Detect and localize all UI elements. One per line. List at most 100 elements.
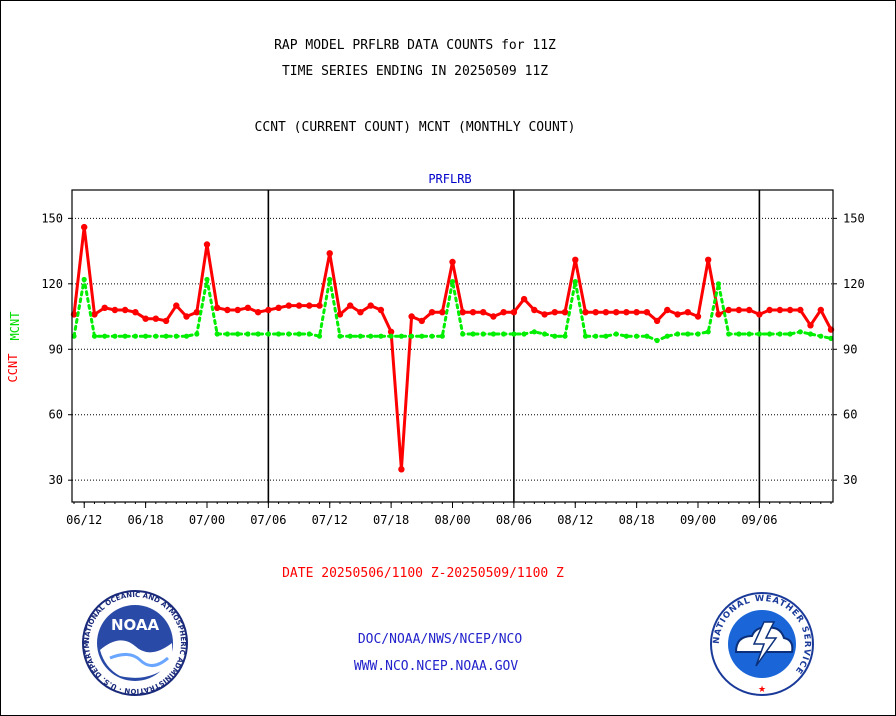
- x-tick-label: 06/18: [128, 513, 164, 527]
- data-point-ccnt: [807, 322, 814, 329]
- data-point-mcnt: [153, 333, 159, 339]
- data-point-mcnt: [265, 331, 271, 337]
- data-point-mcnt: [419, 333, 425, 339]
- data-point-ccnt: [265, 306, 272, 314]
- data-point-ccnt: [653, 317, 661, 325]
- data-point-mcnt: [102, 333, 108, 339]
- data-point-mcnt: [306, 331, 312, 337]
- data-point-mcnt: [634, 333, 640, 339]
- data-point-ccnt: [224, 306, 231, 314]
- data-point-ccnt: [715, 311, 722, 318]
- data-point-ccnt: [183, 313, 190, 320]
- data-point-ccnt: [132, 309, 139, 316]
- data-point-ccnt: [705, 256, 712, 263]
- plot-border: [71, 189, 834, 503]
- data-point-mcnt: [726, 331, 732, 337]
- noaa-logo: NATIONAL OCEANIC AND ATMOSPHERIC ADMINIS…: [80, 588, 188, 696]
- data-point-ccnt: [797, 306, 804, 314]
- data-point-ccnt: [336, 311, 344, 318]
- data-point-ccnt: [306, 302, 313, 309]
- data-point-ccnt: [735, 306, 743, 314]
- data-point-mcnt: [593, 333, 599, 339]
- data-point-mcnt: [91, 333, 98, 339]
- data-point-ccnt: [111, 306, 119, 314]
- data-point-mcnt: [112, 333, 118, 339]
- data-point-ccnt: [500, 309, 507, 316]
- data-point-mcnt: [163, 333, 169, 339]
- data-point-mcnt: [81, 276, 87, 283]
- x-tick-label: 07/06: [250, 513, 286, 527]
- data-point-ccnt: [633, 309, 640, 316]
- x-tick-label: 07/18: [373, 513, 409, 527]
- data-point-ccnt: [602, 309, 610, 316]
- data-point-mcnt: [572, 279, 578, 285]
- data-point-mcnt: [736, 331, 742, 337]
- data-point-mcnt: [194, 331, 200, 337]
- data-point-mcnt: [183, 333, 190, 339]
- day-dividers: [267, 190, 761, 502]
- data-point-mcnt: [214, 331, 220, 337]
- data-point-ccnt: [91, 311, 98, 318]
- data-point-ccnt: [520, 295, 528, 303]
- data-point-mcnt: [552, 333, 558, 339]
- data-point-ccnt: [582, 309, 589, 316]
- y-tick-label-right: 120: [843, 277, 865, 291]
- data-point-mcnt: [828, 335, 834, 341]
- data-point-ccnt: [572, 256, 579, 263]
- y-tick-label-left: 60: [49, 408, 63, 422]
- data-point-ccnt: [377, 306, 385, 314]
- gridlines: [72, 217, 833, 481]
- data-point-ccnt: [459, 309, 466, 316]
- data-point-ccnt: [664, 306, 671, 314]
- data-point-ccnt: [531, 306, 538, 314]
- data-point-mcnt: [470, 331, 476, 337]
- data-point-ccnt: [101, 304, 108, 311]
- data-point-mcnt: [664, 333, 670, 339]
- data-point-mcnt: [71, 333, 77, 339]
- data-point-ccnt: [490, 313, 497, 320]
- data-point-ccnt: [142, 315, 149, 322]
- x-tick-label: 09/06: [741, 513, 777, 527]
- chart-title-line1: RAP MODEL PRFLRB DATA COUNTS for 11Z: [274, 38, 556, 53]
- data-point-mcnt: [337, 333, 343, 339]
- data-point-mcnt: [132, 333, 138, 339]
- data-point-mcnt: [316, 333, 323, 339]
- y-tick-label-right: 150: [843, 211, 865, 225]
- data-point-mcnt: [531, 329, 537, 335]
- data-point-mcnt: [501, 331, 507, 337]
- data-point-mcnt: [327, 276, 333, 283]
- data-point-mcnt: [675, 331, 681, 337]
- data-point-mcnt: [490, 331, 496, 337]
- y-tick-label-left: 150: [41, 211, 63, 225]
- data-point-ccnt: [275, 304, 282, 311]
- data-point-mcnt: [756, 331, 763, 337]
- data-point-ccnt: [347, 302, 354, 309]
- data-point-ccnt: [173, 302, 180, 309]
- data-point-ccnt: [551, 309, 558, 316]
- data-point-ccnt: [694, 313, 702, 320]
- data-point-mcnt: [695, 331, 701, 337]
- x-tick-label: 07/12: [312, 513, 348, 527]
- data-point-mcnt: [777, 331, 783, 337]
- footer-date-range: DATE 20250506/1100 Z-20250509/1100 Z: [282, 566, 564, 581]
- y-axis-label-mcnt: MCNT: [8, 311, 22, 341]
- data-point-mcnt: [409, 333, 415, 339]
- data-point-ccnt: [480, 309, 487, 316]
- data-point-mcnt: [623, 333, 630, 339]
- data-point-mcnt: [460, 331, 466, 337]
- chart-subtitle: CCNT (CURRENT COUNT) MCNT (MONTHLY COUNT…: [254, 120, 576, 135]
- data-point-ccnt: [214, 304, 221, 311]
- footer-org: DOC/NOAA/NWS/NCEP/NCO: [357, 632, 523, 647]
- y-tick-label-left: 120: [41, 277, 63, 291]
- data-point-mcnt: [388, 333, 394, 339]
- data-point-mcnt: [521, 331, 527, 337]
- data-point-ccnt: [643, 309, 651, 316]
- data-point-ccnt: [254, 309, 262, 316]
- data-point-ccnt: [623, 309, 630, 316]
- data-point-mcnt: [542, 331, 548, 337]
- y-tick-label-right: 30: [843, 473, 857, 487]
- data-point-mcnt: [439, 333, 445, 339]
- data-point-mcnt: [818, 333, 824, 339]
- data-point-mcnt: [357, 333, 363, 339]
- x-tick-label: 08/06: [496, 513, 532, 527]
